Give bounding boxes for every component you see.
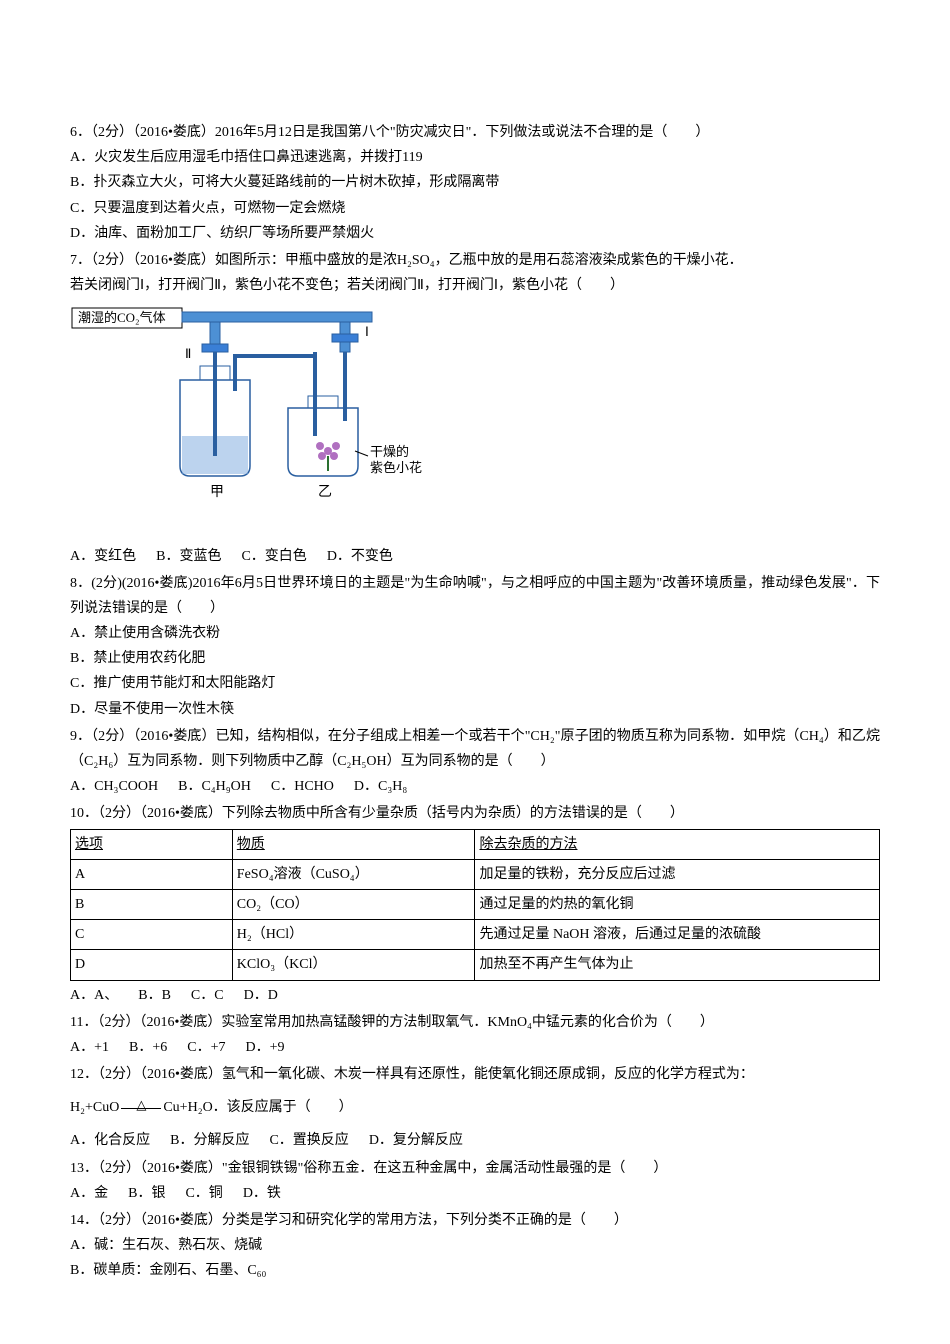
q13-options: A．金 B．银 C．铜 D．铁 — [70, 1181, 880, 1206]
q12-opt-b: B．分解反应 — [170, 1128, 249, 1153]
question-8: 8．(2分)(2016•娄底)2016年6月5日世界环境日的主题是"为生命呐喊"… — [70, 571, 880, 722]
th-2: 除去杂质的方法 — [475, 829, 880, 859]
bottle-1: 甲 — [180, 352, 315, 500]
q12-opt-c: C．置换反应 — [269, 1128, 348, 1153]
question-14: 14．（2分）（2016•娄底）分类是学习和研究化学的常用方法，下列分类不正确的… — [70, 1208, 880, 1284]
q12-options: A．化合反应 B．分解反应 C．置换反应 D．复分解反应 — [70, 1128, 880, 1153]
q8-stem: 8．(2分)(2016•娄底)2016年6月5日世界环境日的主题是"为生命呐喊"… — [70, 571, 880, 621]
q11-opt-a: A．+1 — [70, 1035, 109, 1060]
q9-opt-b: B．C₄H₉OH — [178, 774, 251, 799]
cell: 通过足量的灼热的氧化铜 — [475, 889, 880, 919]
q9-opt-a: A．CH₃COOH — [70, 774, 158, 799]
inlet-label: 潮湿的CO₂气体 — [78, 310, 166, 325]
q7-options: A．变红色 B．变蓝色 C．变白色 D．不变色 — [70, 544, 880, 569]
valve-1-label: Ⅰ — [365, 324, 369, 339]
q9-opt-d: D．C₃H₈ — [354, 774, 407, 799]
q14-opt-a: A．碱：生石灰、熟石灰、烧碱 — [70, 1233, 880, 1258]
q10-opt-b: B．B — [138, 983, 171, 1008]
table-row: D KClO₃（KCl） 加热至不再产生气体为止 — [71, 950, 880, 980]
cell: H₂（HCl） — [232, 920, 475, 950]
q10-options: A．A、 B．B C．C D．D — [70, 983, 880, 1008]
q7-stem1: 7．（2分）（2016•娄底）如图所示：甲瓶中盛放的是浓H₂SO₄，乙瓶中放的是… — [70, 248, 880, 273]
question-12: 12．（2分）（2016•娄底）氢气和一氧化碳、木炭一样具有还原性，能使氧化铜还… — [70, 1062, 880, 1154]
question-13: 13．（2分）（2016•娄底）"金银铜铁锡"俗称五金．在这五种金属中，金属活动… — [70, 1156, 880, 1206]
q11-stem: 11．（2分）（2016•娄底）实验室常用加热高锰酸钾的方法制取氧气．KMnO₄… — [70, 1010, 880, 1035]
q13-opt-a: A．金 — [70, 1181, 108, 1206]
cell: 加足量的铁粉，充分反应后过滤 — [475, 859, 880, 889]
flower-label-1: 干燥的 — [370, 444, 409, 459]
q7-diagram: 潮湿的CO₂气体 Ⅱ Ⅰ 甲 — [70, 306, 880, 535]
table-row: A FeSO₄溶液（CuSO₄） 加足量的铁粉，充分反应后过滤 — [71, 859, 880, 889]
q12-opt-a: A．化合反应 — [70, 1128, 150, 1153]
question-6: 6．（2分）（2016•娄底）2016年5月12日是我国第八个"防灾减灾日"．下… — [70, 120, 880, 246]
cell: CO₂（CO） — [232, 889, 475, 919]
q6-opt-c: C．只要温度到达着火点，可燃物一定会燃烧 — [70, 196, 880, 221]
apparatus-svg: 潮湿的CO₂气体 Ⅱ Ⅰ 甲 — [70, 306, 430, 526]
q10-opt-d: D．D — [244, 983, 278, 1008]
q7-opt-d: D．不变色 — [327, 544, 393, 569]
q13-opt-b: B．银 — [128, 1181, 165, 1206]
question-7: 7．（2分）（2016•娄底）如图所示：甲瓶中盛放的是浓H₂SO₄，乙瓶中放的是… — [70, 248, 880, 569]
q10-table: 选项 物质 除去杂质的方法 A FeSO₄溶液（CuSO₄） 加足量的铁粉，充分… — [70, 829, 880, 981]
table-header-row: 选项 物质 除去杂质的方法 — [71, 829, 880, 859]
triangle-icon: △ — [136, 1093, 146, 1116]
q11-opt-c: C．+7 — [187, 1035, 225, 1060]
q7-opt-b: B．变蓝色 — [156, 544, 221, 569]
q14-stem: 14．（2分）（2016•娄底）分类是学习和研究化学的常用方法，下列分类不正确的… — [70, 1208, 880, 1233]
cell: D — [71, 950, 233, 980]
cell: C — [71, 920, 233, 950]
q6-stem: 6．（2分）（2016•娄底）2016年5月12日是我国第八个"防灾减灾日"．下… — [70, 120, 880, 145]
table-row: C H₂（HCl） 先通过足量 NaOH 溶液，后通过足量的浓硫酸 — [71, 920, 880, 950]
q13-opt-d: D．铁 — [243, 1181, 281, 1206]
q6-opt-d: D．油库、面粉加工厂、纺织厂等场所要严禁烟火 — [70, 221, 880, 246]
q6-opt-b: B．扑灭森立大火，可将大火蔓延路线前的一片树木砍掉，形成隔离带 — [70, 170, 880, 195]
q13-stem: 13．（2分）（2016•娄底）"金银铜铁锡"俗称五金．在这五种金属中，金属活动… — [70, 1156, 880, 1181]
q8-opt-a: A．禁止使用含磷洗衣粉 — [70, 621, 880, 646]
q10-opt-a: A．A、 — [70, 983, 118, 1008]
cell: B — [71, 889, 233, 919]
q11-opt-b: B．+6 — [129, 1035, 167, 1060]
q13-opt-c: C．铜 — [185, 1181, 222, 1206]
eq-left: H₂+CuO — [70, 1100, 119, 1115]
q9-options: A．CH₃COOH B．C₄H₉OH C．HCHO D．C₃H₈ — [70, 774, 880, 799]
q11-options: A．+1 B．+6 C．+7 D．+9 — [70, 1035, 880, 1060]
cell: FeSO₄溶液（CuSO₄） — [232, 859, 475, 889]
q8-opt-b: B．禁止使用农药化肥 — [70, 646, 880, 671]
th-0: 选项 — [71, 829, 233, 859]
cell: 加热至不再产生气体为止 — [475, 950, 880, 980]
q7-opt-a: A．变红色 — [70, 544, 136, 569]
eq-arrow: △ — [121, 1108, 161, 1109]
flower-label-2: 紫色小花 — [370, 460, 422, 475]
q12-equation: H₂+CuO△Cu+H₂O．该反应属于（ ） — [70, 1095, 880, 1120]
q8-opt-d: D．尽量不使用一次性木筷 — [70, 697, 880, 722]
eq-right: Cu+H₂O．该反应属于（ ） — [163, 1100, 352, 1115]
question-11: 11．（2分）（2016•娄底）实验室常用加热高锰酸钾的方法制取氧气．KMnO₄… — [70, 1010, 880, 1060]
flower-icon — [316, 442, 340, 471]
cell: 先通过足量 NaOH 溶液，后通过足量的浓硫酸 — [475, 920, 880, 950]
bottle-1-label: 甲 — [210, 485, 224, 500]
cell: KClO₃（KCl） — [232, 950, 475, 980]
q10-opt-c: C．C — [191, 983, 224, 1008]
q7-opt-c: C．变白色 — [241, 544, 306, 569]
question-9: 9．（2分）（2016•娄底）已知，结构相似，在分子组成上相差一个或若干个"CH… — [70, 724, 880, 800]
bottle-2-label: 乙 — [318, 484, 332, 500]
q12-opt-d: D．复分解反应 — [369, 1128, 463, 1153]
q11-opt-d: D．+9 — [245, 1035, 284, 1060]
q7-stem2: 若关闭阀门Ⅰ，打开阀门Ⅱ，紫色小花不变色；若关闭阀门Ⅱ，打开阀门Ⅰ，紫色小花（ … — [70, 273, 880, 298]
table-row: B CO₂（CO） 通过足量的灼热的氧化铜 — [71, 889, 880, 919]
q9-stem: 9．（2分）（2016•娄底）已知，结构相似，在分子组成上相差一个或若干个"CH… — [70, 724, 880, 774]
bottle-2: 乙 — [288, 352, 358, 500]
cell: A — [71, 859, 233, 889]
q9-opt-c: C．HCHO — [271, 774, 334, 799]
q6-opt-a: A．火灾发生后应用湿毛巾捂住口鼻迅速逃离，并拨打119 — [70, 145, 880, 170]
q10-stem: 10．（2分）（2016•娄底）下列除去物质中所含有少量杂质（括号内为杂质）的方… — [70, 801, 880, 826]
valve-2-label: Ⅱ — [185, 346, 191, 361]
q14-opt-b: B．碳单质：金刚石、石墨、C₆₀ — [70, 1258, 880, 1283]
th-1: 物质 — [232, 829, 475, 859]
question-10: 10．（2分）（2016•娄底）下列除去物质中所含有少量杂质（括号内为杂质）的方… — [70, 801, 880, 1007]
q8-opt-c: C．推广使用节能灯和太阳能路灯 — [70, 671, 880, 696]
q12-stem1: 12．（2分）（2016•娄底）氢气和一氧化碳、木炭一样具有还原性，能使氧化铜还… — [70, 1062, 880, 1087]
